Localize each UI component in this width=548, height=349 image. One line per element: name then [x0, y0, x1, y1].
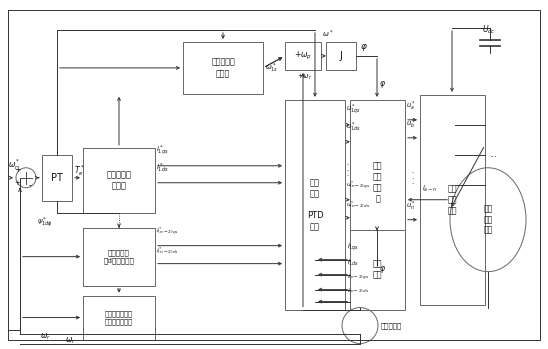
FancyBboxPatch shape [83, 148, 155, 213]
Text: $i_{1qs}$: $i_{1qs}$ [347, 241, 359, 253]
Text: $\omega^*$: $\omega^*$ [322, 29, 333, 40]
Text: 电流
闭环

PTD
调节: 电流 闭环 PTD 调节 [307, 178, 323, 231]
Text: $T_e^*$: $T_e^*$ [74, 163, 85, 178]
Text: $U_{dc}$: $U_{dc}$ [482, 24, 496, 36]
Text: $+\omega_r$: $+\omega_r$ [297, 72, 312, 82]
Text: J: J [340, 51, 342, 61]
FancyBboxPatch shape [42, 155, 72, 201]
Text: -: - [28, 181, 31, 190]
Text: 速度传感器: 速度传感器 [381, 322, 402, 329]
FancyBboxPatch shape [285, 42, 321, 70]
Text: $u_{(n-2)ds}^*$: $u_{(n-2)ds}^*$ [346, 200, 370, 210]
Text: $i_{(n-2)ds}^*$: $i_{(n-2)ds}^*$ [156, 246, 179, 255]
Text: $\omega_r^*$: $\omega_r^*$ [8, 157, 20, 172]
Text: $u_n^*$: $u_n^*$ [406, 199, 415, 213]
Text: $\omega_{1s}^*$: $\omega_{1s}^*$ [265, 62, 278, 75]
FancyBboxPatch shape [183, 42, 263, 94]
FancyBboxPatch shape [83, 228, 155, 285]
Text: $+\omega_p$: $+\omega_p$ [294, 50, 312, 62]
Text: 其它平面转
子d轴磁链给定: 其它平面转 子d轴磁链给定 [104, 249, 134, 264]
Text: $i_{a\sim n}$: $i_{a\sim n}$ [422, 184, 437, 194]
Text: $\varphi$: $\varphi$ [360, 43, 368, 53]
Text: +: + [14, 165, 20, 174]
Text: PT: PT [51, 173, 63, 183]
Text: ·
·
·: · · · [412, 170, 414, 187]
Text: $i_{1ds}$: $i_{1ds}$ [347, 258, 359, 268]
Text: $i_{1qs}^*$: $i_{1qs}^*$ [156, 143, 169, 158]
Text: $u_a^*$: $u_a^*$ [406, 99, 415, 113]
Text: ·
·
·: · · · [346, 162, 349, 179]
Text: +: + [14, 180, 20, 186]
Text: $u_b^*$: $u_b^*$ [406, 118, 415, 131]
FancyBboxPatch shape [420, 95, 485, 305]
Text: $\varphi$: $\varphi$ [379, 79, 386, 90]
Text: $i_{(n-2)qs}$: $i_{(n-2)qs}$ [347, 273, 369, 283]
Text: 坐标
变换: 坐标 变换 [373, 260, 383, 280]
FancyBboxPatch shape [350, 100, 405, 265]
FancyBboxPatch shape [326, 42, 356, 70]
Text: 其它平面谐波磁
场旋转电角速度: 其它平面谐波磁 场旋转电角速度 [105, 310, 133, 325]
Text: $\omega_r$: $\omega_r$ [65, 335, 76, 346]
Text: 正弦
脉宽
调制: 正弦 脉宽 调制 [448, 184, 457, 215]
Text: $u_{(n-2)qs}^*$: $u_{(n-2)qs}^*$ [346, 180, 370, 192]
Text: $u_{1ds}^*$: $u_{1ds}^*$ [346, 120, 361, 134]
FancyBboxPatch shape [83, 296, 155, 340]
FancyBboxPatch shape [350, 230, 405, 310]
Text: $u_{1qs}^*$: $u_{1qs}^*$ [346, 102, 361, 117]
Text: 多相
感应
电机: 多相 感应 电机 [483, 205, 493, 235]
Text: 多相
坐标
反变
换: 多相 坐标 反变 换 [373, 161, 383, 203]
Text: 基波平面转
差计算: 基波平面转 差计算 [211, 58, 235, 78]
Text: $\varphi$: $\varphi$ [379, 264, 386, 275]
Text: $\psi_{1d\phi}^*$: $\psi_{1d\phi}^*$ [37, 216, 53, 230]
Text: ...: ... [489, 150, 497, 159]
Text: $i_{(n-2)ds}$: $i_{(n-2)ds}$ [347, 287, 369, 295]
Text: $\omega_r$: $\omega_r$ [40, 332, 51, 342]
Text: 基波平面电
流解耦: 基波平面电 流解耦 [106, 170, 132, 190]
Text: $i_{(n-2)qs}^*$: $i_{(n-2)qs}^*$ [156, 225, 179, 238]
FancyBboxPatch shape [285, 100, 345, 310]
Text: $i_{1ds}^*$: $i_{1ds}^*$ [156, 162, 169, 175]
